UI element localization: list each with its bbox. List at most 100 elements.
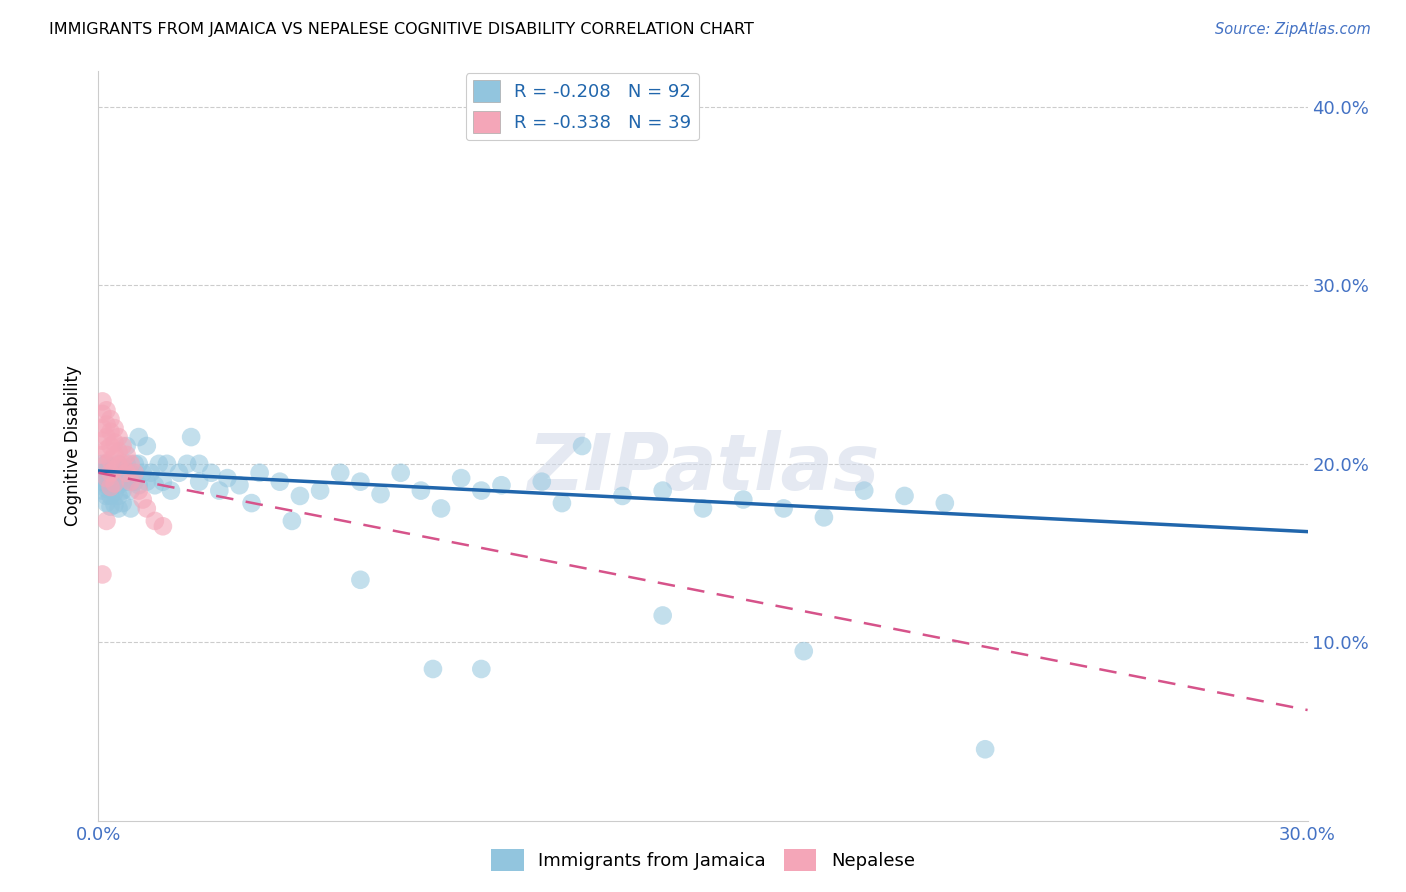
Point: [152, 519, 174, 533]
Point: [103, 473, 125, 487]
Point: [91, 407, 114, 421]
Point: [103, 448, 125, 462]
Y-axis label: Cognitive Disability: Cognitive Disability: [65, 366, 83, 526]
Point: [115, 466, 138, 480]
Point: [96, 464, 118, 478]
Point: [100, 489, 122, 503]
Point: [100, 480, 122, 494]
Point: [135, 501, 157, 516]
Point: [96, 489, 118, 503]
Point: [148, 457, 170, 471]
Point: [100, 469, 122, 483]
Point: [156, 457, 179, 471]
Point: [893, 489, 915, 503]
Text: IMMIGRANTS FROM JAMAICA VS NEPALESE COGNITIVE DISABILITY CORRELATION CHART: IMMIGRANTS FROM JAMAICA VS NEPALESE COGN…: [49, 22, 754, 37]
Point: [934, 496, 956, 510]
Point: [96, 478, 118, 492]
Point: [813, 510, 835, 524]
Point: [188, 457, 211, 471]
Point: [329, 466, 352, 480]
Point: [111, 460, 134, 475]
Point: [91, 466, 114, 480]
Point: [91, 457, 114, 471]
Point: [111, 496, 134, 510]
Point: [103, 498, 125, 512]
Point: [135, 475, 157, 489]
Point: [107, 457, 129, 471]
Point: [409, 483, 432, 498]
Point: [91, 434, 114, 448]
Point: [103, 476, 125, 491]
Point: [96, 403, 118, 417]
Point: [128, 483, 150, 498]
Point: [91, 448, 114, 462]
Point: [96, 514, 118, 528]
Point: [853, 483, 876, 498]
Point: [240, 496, 263, 510]
Point: [217, 471, 239, 485]
Point: [651, 483, 673, 498]
Point: [100, 466, 122, 480]
Point: [143, 514, 166, 528]
Point: [107, 478, 129, 492]
Point: [176, 457, 198, 471]
Point: [793, 644, 815, 658]
Point: [103, 435, 125, 450]
Point: [430, 501, 453, 516]
Point: [91, 483, 114, 498]
Point: [135, 439, 157, 453]
Point: [96, 417, 118, 432]
Point: [370, 487, 392, 501]
Point: [111, 457, 134, 471]
Point: [208, 483, 231, 498]
Point: [100, 480, 122, 494]
Point: [309, 483, 332, 498]
Point: [100, 500, 122, 514]
Point: [91, 475, 114, 489]
Point: [120, 475, 142, 489]
Point: [389, 466, 412, 480]
Point: [115, 457, 138, 471]
Point: [107, 458, 129, 473]
Point: [152, 475, 174, 489]
Point: [115, 448, 138, 462]
Point: [128, 457, 150, 471]
Point: [120, 483, 142, 498]
Point: [120, 457, 142, 471]
Point: [132, 466, 155, 480]
Point: [96, 471, 118, 485]
Point: [120, 466, 142, 480]
Point: [160, 483, 183, 498]
Point: [107, 489, 129, 503]
Point: [100, 439, 122, 453]
Point: [100, 425, 122, 439]
Point: [132, 492, 155, 507]
Point: [974, 742, 997, 756]
Point: [200, 466, 222, 480]
Point: [91, 394, 114, 409]
Point: [491, 478, 513, 492]
Point: [115, 475, 138, 489]
Point: [470, 662, 492, 676]
Point: [96, 442, 118, 457]
Point: [91, 421, 114, 435]
Point: [124, 475, 146, 489]
Point: [530, 475, 553, 489]
Point: [422, 662, 444, 676]
Point: [692, 501, 714, 516]
Point: [107, 430, 129, 444]
Text: Source: ZipAtlas.com: Source: ZipAtlas.com: [1215, 22, 1371, 37]
Point: [100, 453, 122, 467]
Point: [269, 475, 291, 489]
Point: [111, 471, 134, 485]
Text: ZIPatlas: ZIPatlas: [527, 431, 879, 507]
Point: [180, 430, 202, 444]
Point: [143, 478, 166, 492]
Point: [551, 496, 574, 510]
Point: [103, 462, 125, 476]
Point: [349, 573, 371, 587]
Point: [128, 478, 150, 492]
Point: [91, 567, 114, 582]
Point: [288, 489, 311, 503]
Legend: Immigrants from Jamaica, Nepalese: Immigrants from Jamaica, Nepalese: [484, 842, 922, 879]
